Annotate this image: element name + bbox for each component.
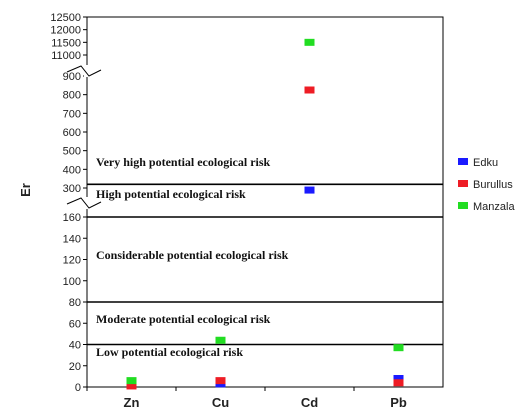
data-point-edku-cd [304,186,315,194]
data-point-burullus-cd [304,86,315,94]
y-tick-label: 60 [69,318,81,330]
y-tick-label: 80 [69,297,81,309]
data-point-burullus-pb [393,379,404,387]
x-tick-label: Cd [301,395,318,409]
data-point-manzala-cu [215,336,226,344]
y-tick-label: 11500 [51,37,81,49]
data-point-edku-pb [393,375,404,382]
y-tick-label: 300 [63,183,81,195]
risk-zone-layer: Low potential ecological risk Moderate po… [86,16,444,388]
y-tick-label: 0 [75,382,81,394]
x-tick-label: Pb [390,395,407,409]
y-tick-label: 100 [63,276,81,288]
y-tick-label: 500 [63,146,81,158]
zone-label: Low potential ecological risk [96,345,243,359]
legend-label-burullus: Burullus [473,179,513,191]
axis-break-lower [66,197,102,209]
y-tick-label: 120 [63,255,81,267]
zone-label: Moderate potential ecological risk [96,312,271,326]
data-point-manzala-zn [126,377,137,385]
y-tick-label: 11000 [51,50,81,62]
axis-break-lower-gap [84,197,90,209]
zone-label: Very high potential ecological risk [96,155,271,169]
y-tick-label: 12500 [50,12,81,24]
y-tick-label: 800 [63,90,81,102]
data-point-manzala-pb [393,344,404,352]
y-tick-label: 700 [63,108,81,120]
data-point-burullus-cu [215,377,226,385]
axes-layer: 0 20 40 60 80 100 120 140 160 300 400 500 600 700 800 9… [18,12,407,409]
legend: Edku Burullus Manzala [458,157,515,213]
legend-label-edku: Edku [473,157,498,169]
y-axis-title: Er [18,183,33,197]
legend-swatch-manzala [458,202,468,209]
x-tick-label: Cu [212,395,229,409]
y-tick-label: 400 [63,164,81,176]
y-tick-label: 140 [63,233,81,245]
data-point-burullus-zn [126,382,137,390]
zone-label: High potential ecological risk [96,187,246,201]
axis-break-upper [66,65,102,77]
axis-break-upper-gap [84,65,90,77]
data-points-layer [126,38,404,390]
legend-swatch-burullus [458,180,468,187]
legend-label-manzala: Manzala [473,201,515,213]
y-tick-label: 12000 [50,25,81,37]
y-tick-label: 160 [63,212,81,224]
data-point-manzala-cd [304,38,315,46]
y-tick-label: 40 [69,340,81,352]
y-tick-label: 900 [63,71,81,83]
legend-swatch-edku [458,158,468,165]
zone-label: Considerable potential ecological risk [96,248,289,262]
x-tick-label: Zn [124,395,140,409]
y-tick-label: 600 [63,127,81,139]
plot-frame [86,16,444,388]
y-tick-label: 20 [69,361,81,373]
